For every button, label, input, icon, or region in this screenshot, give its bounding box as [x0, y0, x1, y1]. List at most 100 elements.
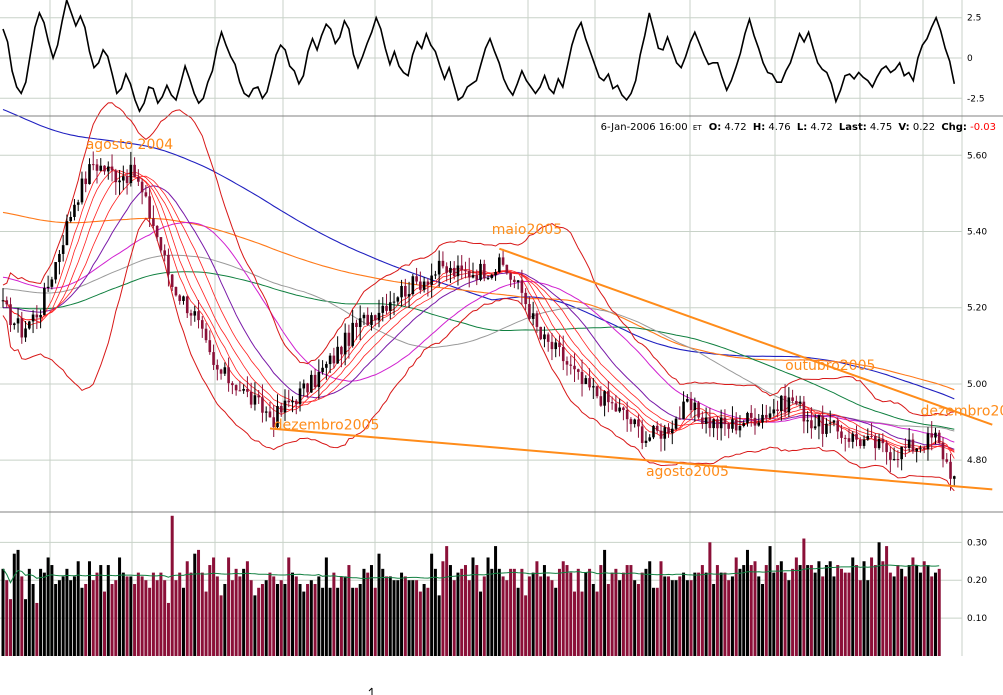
- candle-body: [137, 176, 140, 182]
- candle-body: [595, 386, 599, 397]
- candle-body: [516, 280, 520, 282]
- volume-bar: [441, 561, 445, 656]
- volume-bar: [110, 584, 114, 656]
- candle-body: [24, 328, 27, 338]
- volume-bar: [813, 572, 817, 656]
- candle-body: [276, 406, 279, 428]
- volume-bar: [125, 576, 129, 656]
- candle-body: [9, 304, 12, 326]
- candle-body: [727, 424, 730, 429]
- volume-bar: [520, 568, 524, 656]
- volume-bar: [238, 576, 242, 656]
- candle-body: [84, 178, 88, 185]
- candle-body: [35, 314, 39, 318]
- volume-bar: [682, 572, 686, 656]
- candle-body: [328, 355, 332, 365]
- volume-bar: [497, 568, 501, 656]
- volume-bar: [873, 565, 877, 656]
- candle-body: [475, 275, 479, 280]
- candle-body: [415, 276, 418, 282]
- volume-bar: [832, 576, 836, 656]
- volume-bar: [87, 561, 91, 656]
- candle-body: [246, 388, 249, 392]
- volume-bar: [385, 576, 389, 656]
- volume-bar: [531, 572, 535, 656]
- candle-body: [791, 397, 794, 401]
- volume-bar: [757, 576, 761, 656]
- candle-body: [321, 367, 324, 373]
- candle-body: [907, 439, 911, 449]
- volume-bar: [723, 572, 727, 656]
- trendline: [498, 247, 993, 426]
- volume-bar: [445, 546, 449, 656]
- volume-bar: [170, 515, 174, 656]
- candle-body: [847, 438, 851, 442]
- volume-bar: [824, 565, 828, 656]
- candle-body: [558, 342, 561, 348]
- volume-bar: [204, 591, 208, 656]
- volume-bar: [249, 580, 253, 656]
- volume-bar: [727, 580, 731, 656]
- candle-body: [283, 400, 287, 413]
- candle-body: [749, 412, 753, 418]
- volume-bar: [651, 587, 655, 656]
- volume-bar: [779, 561, 783, 656]
- volume-bar: [396, 580, 400, 656]
- volume-bar: [54, 584, 58, 656]
- volume-bar: [42, 572, 46, 656]
- candle-body: [110, 166, 114, 171]
- volume-bar: [151, 572, 155, 656]
- candle-body: [231, 383, 234, 386]
- quote-timezone: ET: [693, 124, 702, 132]
- candle-body: [219, 369, 223, 374]
- candle-body: [396, 297, 400, 302]
- volume-bar: [178, 572, 182, 656]
- volume-bar: [24, 599, 28, 656]
- moving-average-blue: [2, 108, 955, 400]
- candle-body: [926, 433, 930, 450]
- annotations: agosto 2004 maio2005 outubro2005 dezembro20…: [86, 137, 1003, 480]
- candle-body: [479, 263, 482, 280]
- volume-bar: [133, 584, 137, 656]
- candle-body: [592, 386, 595, 388]
- volume-bar: [862, 561, 866, 656]
- volume-bar: [907, 565, 911, 656]
- candle-body: [189, 313, 193, 316]
- quote-last-label: Last:: [839, 122, 867, 133]
- annotation-label: dezembro2005: [920, 404, 1003, 420]
- candle-body: [159, 237, 163, 251]
- trendline: [269, 427, 993, 491]
- candle-body: [603, 391, 606, 406]
- volume-bar: [358, 584, 362, 656]
- volume-bar: [648, 561, 652, 656]
- volume-bar: [114, 580, 118, 656]
- candle-body: [584, 378, 588, 385]
- volume-bar: [99, 565, 103, 656]
- candle-body: [419, 281, 422, 290]
- moving-average-green: [3, 271, 955, 430]
- volume-bar: [700, 565, 704, 656]
- volume-bar: [347, 565, 351, 656]
- volume-bar: [448, 565, 452, 656]
- candle-body: [155, 225, 159, 238]
- candle-body: [39, 314, 42, 318]
- candle-body: [716, 419, 719, 429]
- candle-body: [54, 262, 57, 280]
- candle-body: [520, 280, 524, 293]
- bollinger-upper: [2, 102, 955, 417]
- volume-bar: [234, 568, 238, 656]
- quote-open: 4.72: [724, 122, 746, 133]
- volume-bar: [136, 572, 140, 656]
- candle-body: [261, 397, 264, 413]
- candle-body: [761, 414, 764, 423]
- candle-body: [712, 419, 715, 429]
- volume-bar: [31, 584, 35, 656]
- volume-bar: [888, 572, 892, 656]
- candle-body: [490, 275, 494, 279]
- candle-body: [783, 395, 787, 413]
- volume-bar: [708, 542, 712, 656]
- candle-body: [945, 459, 949, 462]
- quote-high: 4.76: [768, 122, 790, 133]
- candle-body: [88, 164, 91, 185]
- volume-bar: [817, 561, 821, 656]
